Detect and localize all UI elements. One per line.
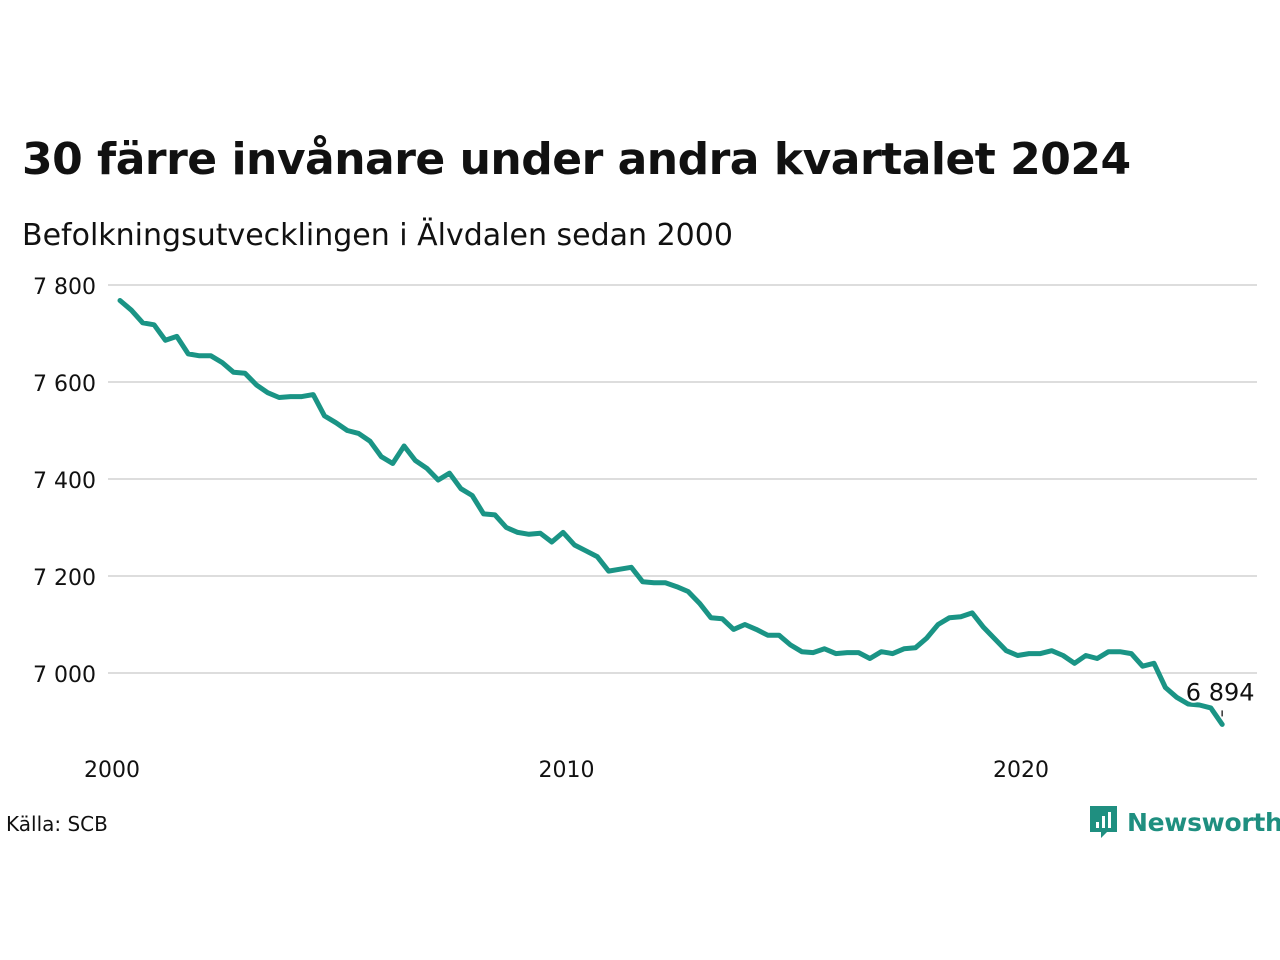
x-tick-label: 2020 (993, 758, 1049, 783)
brand-name: Newsworthy (1127, 807, 1280, 837)
y-tick-label: 7 400 (33, 469, 96, 494)
newsworthy-brand[interactable]: Newsworthy (1088, 804, 1280, 840)
x-tick-label: 2000 (84, 758, 140, 783)
y-tick-label: 7 200 (33, 566, 96, 591)
source-label: Källa: SCB (6, 812, 108, 836)
y-tick-label: 7 600 (33, 372, 96, 397)
x-tick-label: 2010 (539, 758, 595, 783)
y-tick-label: 7 800 (33, 275, 96, 300)
population-line (117, 298, 1225, 727)
newsworthy-logo-icon (1090, 806, 1117, 838)
chart-title: 30 färre invånare under andra kvartalet … (22, 134, 1131, 185)
annotation-label: 6 894 (1186, 678, 1255, 706)
chart-subtitle: Befolkningsutvecklingen i Älvdalen sedan… (22, 218, 733, 253)
y-tick-label: 7 000 (33, 663, 96, 688)
